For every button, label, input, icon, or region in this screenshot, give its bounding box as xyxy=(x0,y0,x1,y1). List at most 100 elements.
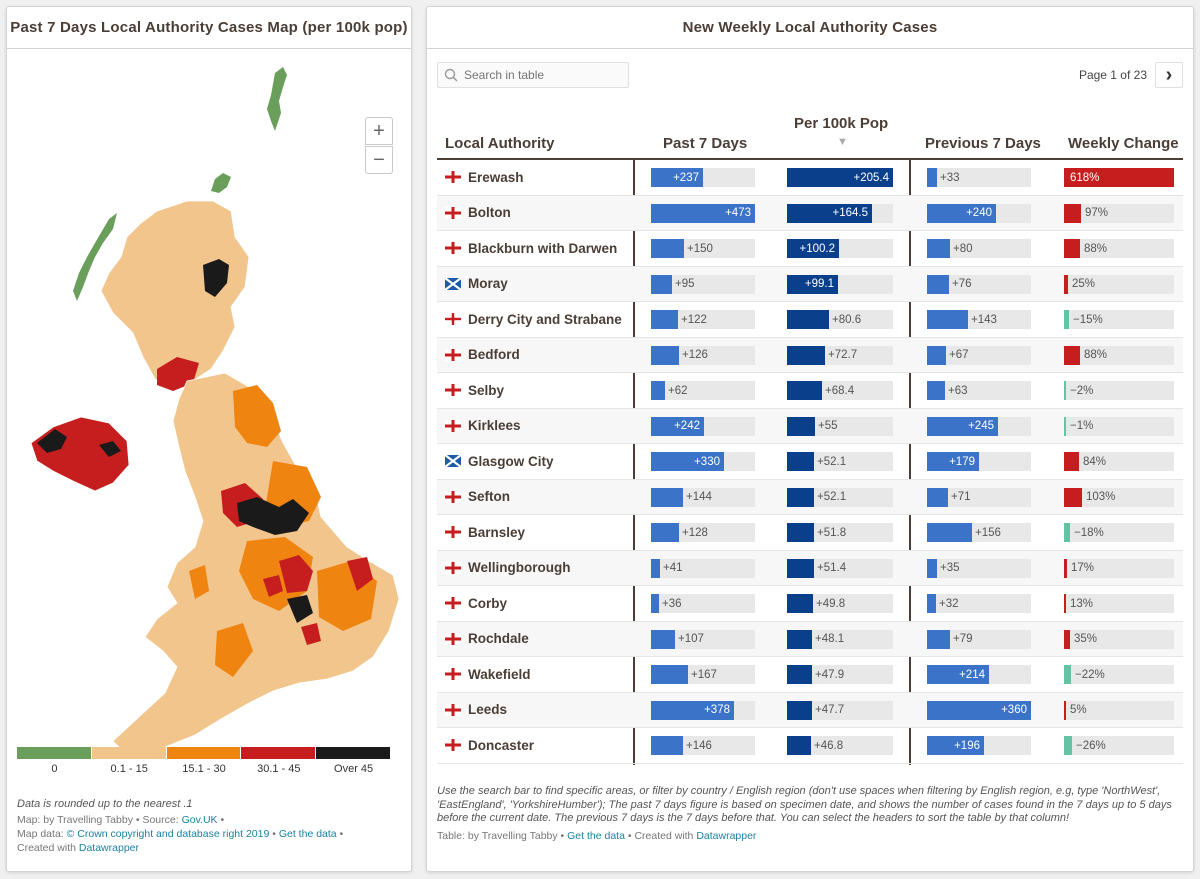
table-get-data-link[interactable]: Get the data xyxy=(567,830,625,842)
england-flag-icon xyxy=(445,597,461,610)
table-row[interactable]: Leeds +378 +47.7 +360 5% xyxy=(437,692,1183,728)
prev7-value: +33 xyxy=(940,171,960,184)
orkney-region[interactable] xyxy=(211,173,231,193)
table-row[interactable]: Wakefield +167 +47.9 +214 −22% xyxy=(437,657,1183,693)
table-row[interactable]: Corby +36 +49.8 +32 13% xyxy=(437,586,1183,622)
belfast-region[interactable] xyxy=(99,441,121,457)
midlands-orange[interactable] xyxy=(239,537,313,611)
prev7-bar xyxy=(927,203,996,223)
past7-cell: +107 xyxy=(651,629,755,649)
past7-value: +36 xyxy=(662,597,682,610)
per100k-bar xyxy=(787,239,839,258)
shetland-region[interactable] xyxy=(267,67,287,131)
past7-value: +473 xyxy=(725,207,751,219)
authority-name: Kirklees xyxy=(445,409,521,444)
northwest-black[interactable] xyxy=(237,497,309,535)
prev7-bar xyxy=(927,700,1031,720)
change-cell: 88% xyxy=(1064,239,1174,258)
change-cell: 88% xyxy=(1064,345,1174,365)
past7-cell: +144 xyxy=(651,487,755,507)
header-weekly-change[interactable]: Weekly Change xyxy=(1068,135,1179,152)
change-bar xyxy=(1064,310,1069,329)
prev7-value: +156 xyxy=(975,526,1001,539)
past7-bar xyxy=(651,168,703,187)
zoom-out-button[interactable]: − xyxy=(365,146,393,174)
east-midlands-black[interactable] xyxy=(287,595,313,623)
per100k-value: +99.1 xyxy=(804,278,834,290)
table-row[interactable]: Bedford +126 +72.7 +67 88% xyxy=(437,337,1183,373)
past7-cell: +473 xyxy=(651,203,755,223)
past7-cell: +128 xyxy=(651,523,755,542)
past7-bar xyxy=(651,310,678,329)
table-row[interactable]: Blackburn with Darwen +150 +100.2 +80 88% xyxy=(437,231,1183,267)
map-title: Past 7 Days Local Authority Cases Map (p… xyxy=(7,7,411,49)
header-past-7-days[interactable]: Past 7 Days xyxy=(663,135,748,152)
east-midlands-red[interactable] xyxy=(279,555,313,593)
authority-name: Bedford xyxy=(445,338,520,373)
authority-name: Wellingborough xyxy=(445,551,570,586)
derry-region[interactable] xyxy=(37,429,67,453)
table-row[interactable]: Derry City and Strabane +122 +80.6 +143 −15% xyxy=(437,302,1183,338)
table-row[interactable]: Doncaster +146 +46.8 +196 −26% xyxy=(437,728,1183,764)
table-row[interactable]: Kirklees +242 +55 +245 −1% xyxy=(437,408,1183,444)
south-orange[interactable] xyxy=(215,623,253,677)
uk-choropleth-map[interactable]: + − xyxy=(17,51,407,752)
change-bar xyxy=(1064,700,1066,720)
map-datawrapper-link[interactable]: Datawrapper xyxy=(78,842,139,854)
authority-name: Moray xyxy=(445,267,508,302)
header-previous-7-days[interactable]: Previous 7 Days xyxy=(925,135,1041,152)
per100k-bar xyxy=(787,168,893,187)
north-england-orange[interactable] xyxy=(233,385,281,447)
mid-red[interactable] xyxy=(263,575,283,597)
table-row[interactable]: Glasgow City +330 +52.1 +179 84% xyxy=(437,444,1183,480)
per100k-cell: +164.5 xyxy=(787,203,893,223)
prev7-cell: +214 xyxy=(927,665,1031,684)
map-notes: Data is rounded up to the nearest .1 Map… xyxy=(17,797,343,855)
table-row[interactable]: Sefton +144 +52.1 +71 103% xyxy=(437,479,1183,515)
legend-swatch xyxy=(91,747,166,759)
zoom-in-button[interactable]: + xyxy=(365,117,393,145)
rounding-note: Data is rounded up to the nearest .1 xyxy=(17,798,193,810)
table-row[interactable]: Rochdale +107 +48.1 +79 35% xyxy=(437,621,1183,657)
search-input[interactable] xyxy=(464,68,624,82)
per100k-value: +68.4 xyxy=(825,384,855,397)
map-get-data-link[interactable]: Get the data xyxy=(278,828,337,840)
search-box[interactable] xyxy=(437,62,629,88)
table-row[interactable]: Selby +62 +68.4 +63 −2% xyxy=(437,373,1183,409)
bedford-red[interactable] xyxy=(301,623,321,645)
authority-label: Barnsley xyxy=(468,524,526,540)
western-isles-region[interactable] xyxy=(73,213,117,301)
past7-cell: +95 xyxy=(651,274,755,294)
change-bar xyxy=(1064,345,1080,365)
change-value: 25% xyxy=(1072,278,1096,290)
per100k-value: +164.5 xyxy=(832,207,869,219)
table-row[interactable]: Bolton +473 +164.5 +240 97% xyxy=(437,195,1183,231)
past7-cell: +330 xyxy=(651,452,755,471)
authority-label: Doncaster xyxy=(468,737,535,753)
uk-map-svg[interactable] xyxy=(17,51,407,752)
moray-region[interactable] xyxy=(203,259,229,297)
change-value: −26% xyxy=(1076,739,1106,752)
per100k-bar xyxy=(787,594,813,613)
authority-label: Leeds xyxy=(468,702,508,718)
header-per-100k[interactable]: Per 100k Pop xyxy=(794,115,889,132)
prev7-bar xyxy=(927,345,946,365)
england-flag-icon xyxy=(445,206,461,219)
per100k-bar xyxy=(787,452,814,471)
authority-label: Sefton xyxy=(468,489,510,505)
source-link[interactable]: Gov.UK xyxy=(181,814,218,826)
legend-swatch xyxy=(166,747,241,759)
prev7-value: +35 xyxy=(940,562,960,574)
table-row[interactable]: Wellingborough +41 +51.4 +35 17% xyxy=(437,550,1183,586)
next-page-button[interactable]: › xyxy=(1155,62,1183,88)
wales-orange[interactable] xyxy=(189,565,209,599)
table-row[interactable]: Erewash +237 +205.4 +33 618% xyxy=(437,160,1183,196)
crown-copyright-link[interactable]: © Crown copyright and database right 201… xyxy=(66,828,270,840)
header-local-authority[interactable]: Local Authority xyxy=(445,135,555,152)
table-row[interactable]: Barnsley +128 +51.8 +156 −18% xyxy=(437,515,1183,551)
map-created-line: Created with Datawrapper xyxy=(17,842,139,854)
table-row[interactable]: Moray +95 +99.1 +76 25% xyxy=(437,266,1183,302)
map-byline: Map: by Travelling Tabby • Source: Gov.U… xyxy=(17,814,225,826)
table-datawrapper-link[interactable]: Datawrapper xyxy=(696,830,757,842)
east-red[interactable] xyxy=(347,557,373,591)
